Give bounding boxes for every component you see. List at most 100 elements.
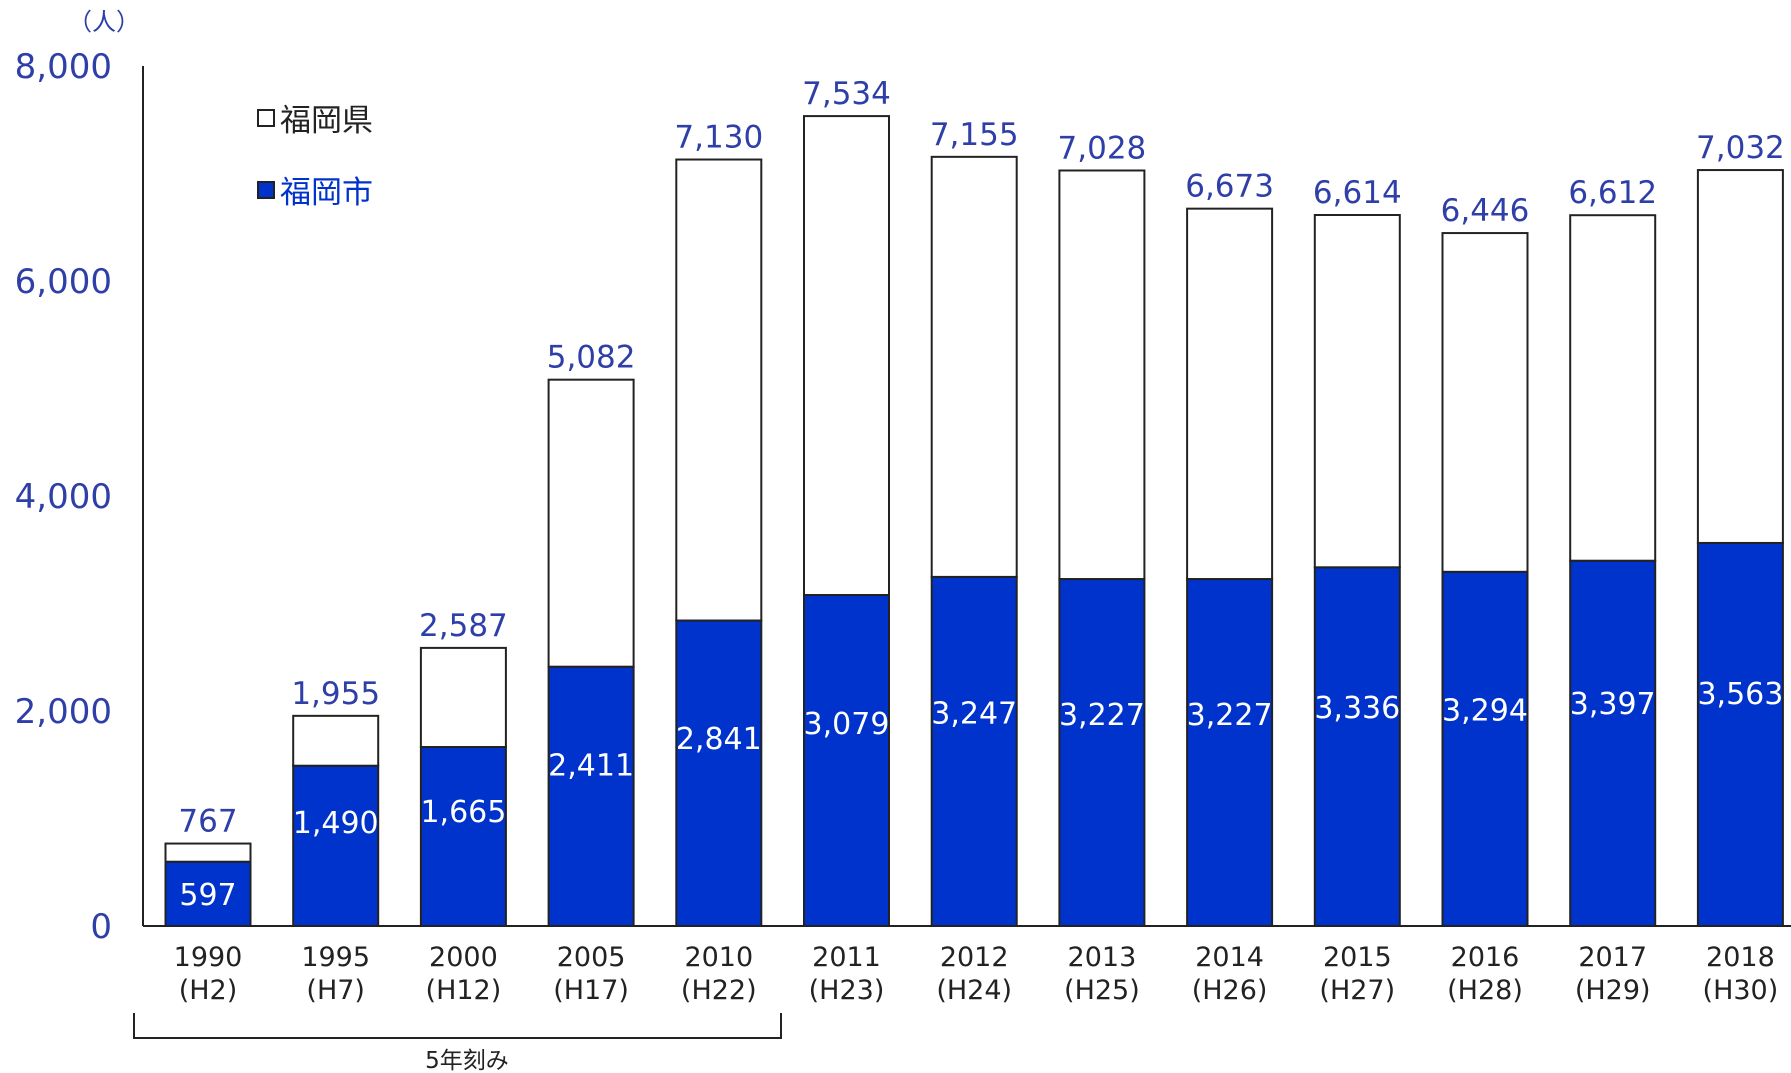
- city-value-label: 1,490: [293, 806, 379, 841]
- total-value-label: 7,155: [930, 117, 1019, 153]
- total-value-label: 1,955: [291, 676, 380, 712]
- x-tick-sublabel: (H23): [809, 975, 885, 1006]
- legend-item-prefecture: 福岡県: [257, 103, 373, 139]
- bar-prefecture-segment: [1696, 169, 1784, 544]
- bar-group: 7,155 3,247: [930, 117, 1019, 927]
- x-tick-label: 2011: [812, 942, 881, 973]
- bar-prefecture-segment: [1569, 214, 1657, 562]
- bar-group: 5,082 2,411: [547, 340, 636, 927]
- city-value-label: 1,665: [420, 795, 506, 830]
- bar-prefecture-segment: [1313, 213, 1401, 569]
- bar-prefecture-segment: [930, 155, 1018, 578]
- x-tick-sublabel: (H24): [936, 975, 1012, 1006]
- city-value-label: 3,079: [804, 707, 890, 742]
- x-tick-label: 2012: [940, 942, 1009, 973]
- total-value-label: 7,028: [1058, 130, 1147, 166]
- total-value-label: 6,673: [1185, 169, 1274, 205]
- y-tick-label: 8,000: [15, 47, 112, 87]
- x-tick-sublabel: (H26): [1192, 975, 1268, 1006]
- bar-prefecture-segment: [803, 115, 890, 597]
- legend-item-city: 福岡市: [257, 175, 373, 211]
- bar-prefecture-segment: [547, 378, 635, 668]
- x-tick-sublabel: (H29): [1575, 975, 1651, 1006]
- bar-city-segment: [1441, 570, 1529, 928]
- bar-group: 1,955 1,490: [291, 676, 380, 928]
- bar-city-segment: [292, 764, 380, 928]
- y-tick-label: 4,000: [15, 477, 112, 517]
- total-value-label: 767: [178, 804, 237, 840]
- bar-group: 6,446 3,294: [1441, 193, 1530, 928]
- x-tick-label: 2014: [1195, 942, 1264, 973]
- legend-swatch-prefecture: [257, 109, 275, 127]
- bar-city-segment: [1696, 541, 1784, 927]
- city-value-label: 3,294: [1442, 694, 1528, 729]
- bar-prefecture-segment: [1186, 207, 1274, 581]
- bar-city-segment: [1569, 559, 1657, 927]
- x-tick-sublabel: (H27): [1319, 975, 1395, 1006]
- bar-group: 7,534 3,079: [802, 76, 891, 927]
- bar-city-segment: [547, 665, 635, 927]
- legend-label-city: 福岡市: [280, 175, 373, 211]
- y-tick-label: 0: [90, 907, 112, 947]
- bar-city-segment: [1186, 578, 1274, 927]
- city-value-label: 3,336: [1314, 691, 1400, 726]
- bar-prefecture-segment: [1441, 232, 1529, 573]
- y-axis-unit-label: （人）: [68, 8, 140, 36]
- five-year-bracket: 5年刻み: [133, 1013, 782, 1073]
- total-value-label: 2,587: [419, 608, 508, 644]
- y-tick-label: 6,000: [15, 262, 112, 302]
- x-tick-label: 2016: [1451, 942, 1520, 973]
- bar-city-segment: [803, 594, 890, 927]
- bar-city-segment: [930, 575, 1018, 927]
- total-value-label: 7,032: [1696, 130, 1785, 166]
- x-tick-label: 2015: [1323, 942, 1392, 973]
- bar-prefecture-segment: [1058, 169, 1146, 581]
- bar-city-segment: [675, 619, 763, 928]
- bar-group: 7,028 3,227: [1058, 130, 1147, 927]
- bar-city-segment: [1058, 578, 1146, 927]
- city-value-label: 3,227: [1187, 698, 1273, 733]
- y-tick-label: 2,000: [15, 692, 112, 732]
- bar-group: 6,673 3,227: [1185, 169, 1274, 927]
- total-value-label: 6,446: [1441, 193, 1530, 229]
- total-value-label: 7,534: [802, 76, 891, 112]
- x-tick-label: 2018: [1706, 942, 1775, 973]
- y-axis-ticks: 0 2,000 4,000 6,000 8,000: [15, 47, 112, 947]
- city-value-label: 3,227: [1059, 698, 1145, 733]
- x-tick-sublabel: (H28): [1447, 975, 1523, 1006]
- x-tick-label: 2017: [1578, 942, 1647, 973]
- city-value-label: 3,563: [1697, 677, 1783, 712]
- x-tick-label: 2013: [1068, 942, 1137, 973]
- bar-groups: 767 597 1,955 1,490 2,587 1,665 5,082 2,411 7,13…: [164, 76, 1785, 928]
- x-tick-sublabel: (H2): [179, 975, 238, 1006]
- legend-swatch-city: [257, 181, 275, 199]
- bar-city-segment: [164, 860, 252, 928]
- bracket-line: [133, 1013, 782, 1039]
- city-value-label: 3,247: [931, 697, 1017, 732]
- bar-prefecture-segment: [164, 842, 252, 863]
- x-tick-label: 1995: [301, 942, 370, 973]
- bracket-label: 5年刻み: [425, 1048, 509, 1073]
- bar-prefecture-segment: [675, 158, 763, 622]
- bar-group: 6,614 3,336: [1313, 175, 1402, 927]
- total-value-label: 7,130: [674, 120, 763, 156]
- bar-prefecture-segment: [419, 646, 507, 749]
- bar-city-segment: [419, 746, 507, 928]
- bar-group: 6,612 3,397: [1568, 175, 1657, 927]
- x-tick-sublabel: (H30): [1703, 975, 1779, 1006]
- bar-group: 767 597: [164, 804, 252, 928]
- total-value-label: 5,082: [547, 340, 636, 376]
- x-tick-sublabel: (H17): [553, 975, 629, 1006]
- x-tick-label: 2005: [557, 942, 626, 973]
- bar-group: 7,130 2,841: [674, 120, 763, 928]
- bar-prefecture-segment: [292, 714, 380, 767]
- legend-label-prefecture: 福岡県: [280, 103, 373, 139]
- total-value-label: 6,612: [1568, 175, 1657, 211]
- city-value-label: 597: [179, 878, 236, 913]
- total-value-label: 6,614: [1313, 175, 1402, 211]
- city-value-label: 2,841: [676, 722, 762, 757]
- x-tick-label: 2010: [684, 942, 753, 973]
- bar-city-segment: [1313, 566, 1401, 927]
- city-value-label: 2,411: [548, 749, 634, 784]
